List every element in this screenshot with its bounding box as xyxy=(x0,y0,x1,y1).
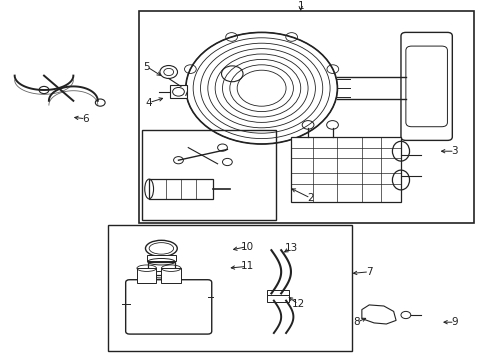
Bar xyxy=(161,268,181,283)
Bar xyxy=(290,137,400,202)
Bar xyxy=(142,130,276,220)
Bar xyxy=(139,11,473,223)
Polygon shape xyxy=(361,305,395,324)
Text: 8: 8 xyxy=(353,317,360,327)
Text: 4: 4 xyxy=(145,98,152,108)
Bar xyxy=(266,290,288,296)
Text: 11: 11 xyxy=(240,261,253,271)
Bar xyxy=(147,262,175,275)
Bar xyxy=(169,85,187,98)
FancyBboxPatch shape xyxy=(405,46,447,127)
Text: 3: 3 xyxy=(450,146,457,156)
Text: 5: 5 xyxy=(143,62,150,72)
Bar xyxy=(137,268,156,283)
Text: 12: 12 xyxy=(291,299,305,309)
Bar xyxy=(266,295,288,302)
Text: 6: 6 xyxy=(82,114,89,124)
Text: 9: 9 xyxy=(450,317,457,327)
Text: 10: 10 xyxy=(240,242,253,252)
Bar xyxy=(107,225,351,351)
FancyBboxPatch shape xyxy=(400,32,451,140)
Text: 2: 2 xyxy=(306,193,313,203)
Text: 13: 13 xyxy=(284,243,297,253)
Bar xyxy=(149,179,212,199)
FancyBboxPatch shape xyxy=(125,280,211,334)
Text: 1: 1 xyxy=(297,1,304,12)
Text: 7: 7 xyxy=(365,267,372,277)
Bar xyxy=(146,255,176,261)
